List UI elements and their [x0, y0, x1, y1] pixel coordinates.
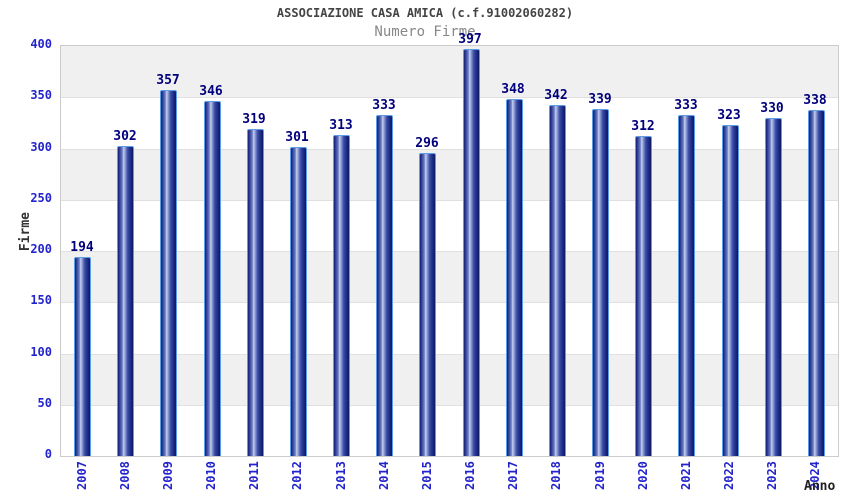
y-tick-0: 0 [44, 447, 52, 461]
value-label-2014: 333 [372, 98, 396, 113]
value-label-2018: 342 [544, 88, 568, 103]
gridline [61, 353, 838, 355]
x-tick-2008: 2008 [118, 461, 132, 490]
x-tick-2023: 2023 [765, 461, 779, 490]
chart-subtitle: Numero Firme [374, 24, 476, 40]
y-tick-100: 100 [30, 345, 52, 359]
gridline [61, 148, 838, 150]
bar-2021 [678, 115, 695, 456]
bar-2018 [549, 105, 566, 456]
value-label-2021: 333 [674, 98, 698, 113]
x-tick-2009: 2009 [161, 461, 175, 490]
y-tick-300: 300 [30, 140, 52, 154]
x-tick-2015: 2015 [420, 461, 434, 490]
x-tick-2014: 2014 [377, 461, 391, 490]
plot-area [60, 45, 839, 457]
grid-band [61, 97, 838, 149]
grid-band [61, 353, 838, 405]
y-tick-200: 200 [30, 242, 52, 256]
y-axis-label: Firme [18, 212, 33, 252]
bar-2023 [765, 118, 782, 456]
value-label-2012: 301 [285, 130, 309, 145]
bar-2009 [160, 90, 177, 456]
bar-2013 [333, 135, 350, 456]
x-tick-2019: 2019 [593, 461, 607, 490]
gridline [61, 97, 838, 99]
x-tick-2011: 2011 [247, 461, 261, 490]
bar-2007 [74, 257, 91, 456]
grid-band [61, 46, 838, 98]
bar-2012 [290, 147, 307, 456]
y-tick-50: 50 [37, 396, 52, 410]
gridline [61, 199, 838, 201]
value-label-2015: 296 [415, 136, 439, 151]
x-tick-2018: 2018 [549, 461, 563, 490]
bar-2008 [117, 146, 134, 456]
x-tick-2007: 2007 [75, 461, 89, 490]
gridline [61, 404, 838, 406]
gridline [61, 302, 838, 304]
x-tick-2017: 2017 [506, 461, 520, 490]
y-tick-150: 150 [30, 293, 52, 307]
bar-2017 [506, 99, 523, 456]
bar-2011 [247, 129, 264, 456]
y-tick-250: 250 [30, 191, 52, 205]
grid-band [61, 199, 838, 251]
bar-2020 [635, 136, 652, 456]
bar-2014 [376, 115, 393, 456]
value-label-2011: 319 [242, 112, 266, 127]
value-label-2022: 323 [717, 108, 741, 123]
chart-title: ASSOCIAZIONE CASA AMICA (c.f.91002060282… [276, 6, 574, 20]
grid-band [61, 302, 838, 354]
value-label-2016: 397 [458, 32, 482, 47]
x-tick-2016: 2016 [463, 461, 477, 490]
y-tick-400: 400 [30, 37, 52, 51]
value-label-2010: 346 [199, 84, 223, 99]
value-label-2024: 338 [803, 93, 827, 108]
y-tick-350: 350 [30, 88, 52, 102]
x-tick-2020: 2020 [636, 461, 650, 490]
x-tick-2010: 2010 [204, 461, 218, 490]
grid-band [61, 404, 838, 456]
value-label-2008: 302 [113, 129, 137, 144]
x-tick-2021: 2021 [679, 461, 693, 490]
x-axis-label: Anno [804, 479, 836, 494]
bar-2010 [204, 101, 221, 456]
grid-band [61, 148, 838, 200]
bar-2019 [592, 109, 609, 456]
bar-2015 [419, 153, 436, 456]
bar-2024 [808, 110, 825, 456]
x-tick-2012: 2012 [290, 461, 304, 490]
value-label-2023: 330 [760, 101, 784, 116]
value-label-2017: 348 [501, 82, 525, 97]
x-tick-2022: 2022 [722, 461, 736, 490]
value-label-2020: 312 [631, 119, 655, 134]
value-label-2013: 313 [329, 118, 353, 133]
grid-band [61, 251, 838, 303]
bar-2016 [463, 49, 480, 456]
value-label-2007: 194 [70, 240, 94, 255]
bar-2022 [722, 125, 739, 456]
x-tick-2013: 2013 [334, 461, 348, 490]
value-label-2009: 357 [156, 73, 180, 88]
value-label-2019: 339 [588, 92, 612, 107]
gridline [61, 251, 838, 252]
